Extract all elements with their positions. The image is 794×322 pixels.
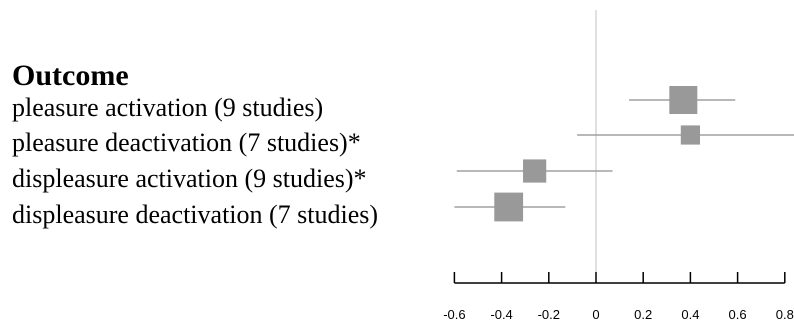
x-tick-label-7: 0.8 <box>776 307 794 322</box>
x-tick-label-3: 0 <box>592 307 599 322</box>
x-tick-label-4: 0.2 <box>634 307 652 322</box>
outcome-label-3: displeasure deactivation (7 studies) <box>12 200 378 229</box>
effect-marker-0 <box>669 86 698 114</box>
effect-marker-3 <box>494 192 524 222</box>
x-tick-label-5: 0.4 <box>681 307 699 322</box>
x-tick-label-0: -0.6 <box>443 307 465 322</box>
outcome-label-1: pleasure deactivation (7 studies)* <box>12 128 361 157</box>
x-tick-label-1: -0.4 <box>490 307 512 322</box>
effect-marker-1 <box>680 125 700 145</box>
outcome-column-header: Outcome <box>12 59 129 92</box>
x-axis-ticks <box>453 272 786 283</box>
x-tick-label-6: 0.6 <box>729 307 747 322</box>
outcome-label-0: pleasure activation (9 studies) <box>12 93 323 122</box>
x-tick-label-2: -0.2 <box>538 307 560 322</box>
effect-markers <box>494 86 700 222</box>
x-axis-tick-labels: -0.6 -0.4 -0.2 0 0.2 0.4 0.6 0.8 <box>443 307 794 322</box>
outcome-labels: pleasure activation (9 studies) pleasure … <box>12 93 378 229</box>
effect-marker-2 <box>523 159 547 183</box>
confidence-intervals <box>454 99 794 208</box>
outcome-label-2: displeasure activation (9 studies)* <box>12 164 367 193</box>
